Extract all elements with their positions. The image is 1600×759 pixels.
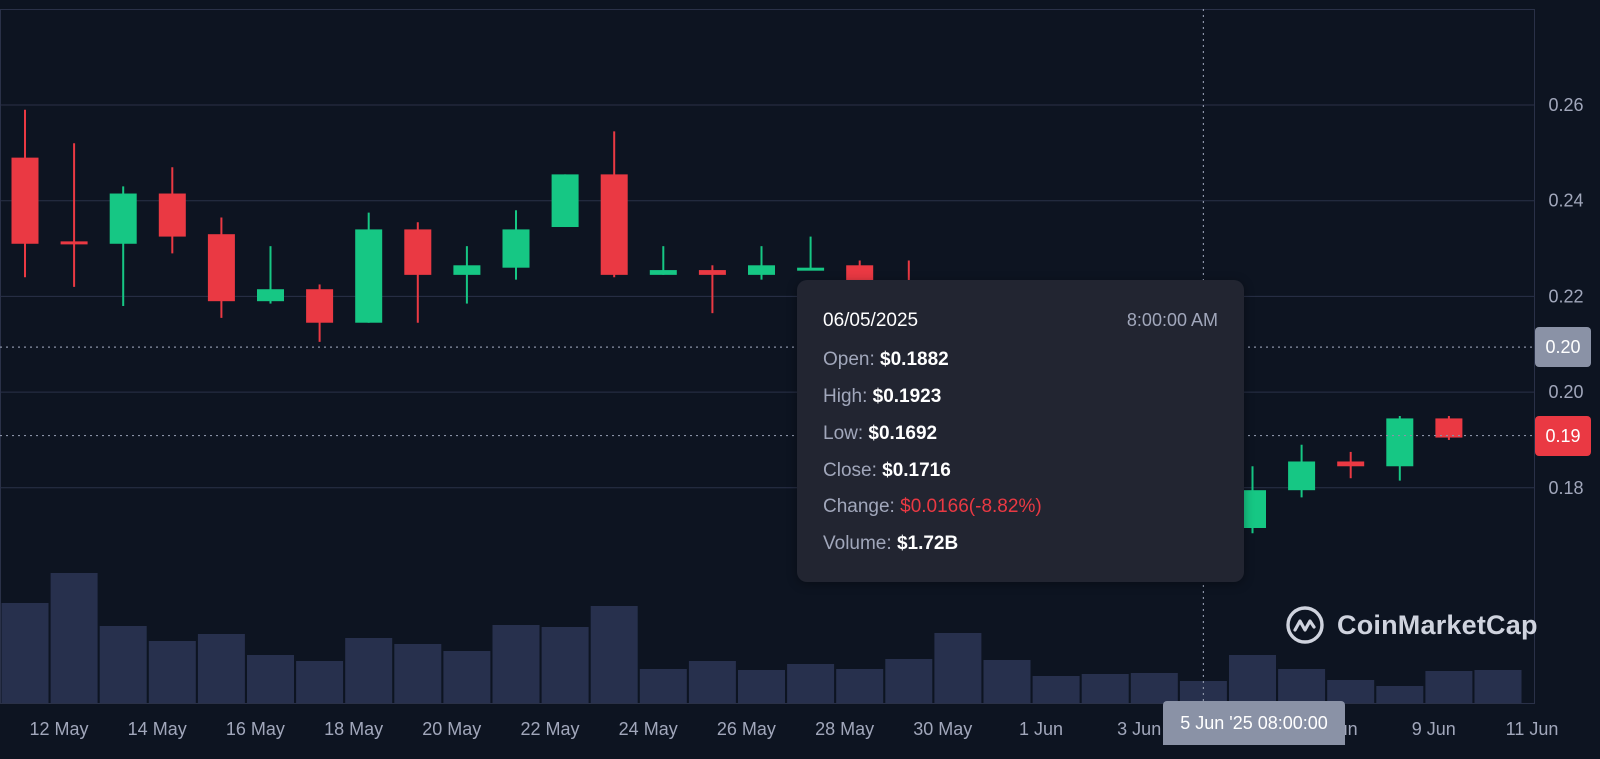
volume-bar — [1130, 673, 1178, 703]
volume-bar — [688, 661, 736, 703]
candle-body — [1435, 418, 1463, 438]
candle-body — [158, 193, 186, 237]
candle-body — [502, 229, 530, 268]
brand-name: CoinMarketCap — [1337, 609, 1538, 640]
candle-body — [698, 270, 726, 275]
tooltip-date: 06/05/2025 — [823, 310, 919, 331]
volume-bar — [1327, 680, 1375, 703]
y-tick-label: 0.20 — [1548, 382, 1583, 402]
volume-bar — [1474, 670, 1522, 703]
candle-body — [404, 229, 432, 275]
volume-bar — [1278, 669, 1326, 703]
volume-bar — [99, 626, 147, 703]
volume-bar — [541, 627, 589, 703]
crosshair-price-tag: 0.20 — [1535, 327, 1591, 368]
volume-bar — [1376, 686, 1424, 703]
volume-bar — [787, 664, 835, 703]
volume-bar — [836, 669, 884, 703]
candle-body — [109, 193, 137, 244]
candle-body — [600, 174, 628, 275]
volume-bar — [590, 606, 638, 703]
volume-bar — [1081, 674, 1129, 703]
x-tick-label: 16 May — [226, 719, 285, 739]
candle-body — [453, 265, 481, 275]
y-tick-label: 0.26 — [1548, 95, 1583, 115]
volume-bar — [738, 670, 785, 703]
volume-bar — [197, 634, 245, 703]
y-tick-label: 0.22 — [1548, 286, 1583, 306]
candle-body — [355, 229, 383, 323]
candle-body — [306, 289, 334, 323]
candle-body — [551, 174, 579, 228]
coinmarketcap-logo: CoinMarketCap — [1285, 605, 1538, 645]
x-tick-label: 20 May — [422, 719, 481, 739]
tooltip-time: 8:00:00 AM — [1126, 310, 1218, 330]
volume-bar — [296, 661, 344, 703]
candle-body — [11, 157, 39, 244]
tooltip-high: High: $0.1923 — [823, 386, 942, 407]
volume-bar — [148, 641, 196, 703]
volume-bar — [983, 660, 1031, 703]
volume-bar — [1229, 655, 1276, 703]
candle-body — [60, 241, 88, 245]
x-tick-label: 26 May — [717, 719, 776, 739]
candle-body — [748, 265, 775, 275]
tooltip-open: Open: $0.1882 — [823, 349, 949, 370]
x-tick-label: 3 Jun — [1117, 719, 1161, 739]
volume-bar — [443, 651, 491, 703]
x-tick-label: 14 May — [128, 719, 187, 739]
crosshair-time-label: 5 Jun '25 08:00:00 — [1163, 701, 1345, 745]
candle-body — [1386, 418, 1414, 467]
tooltip-volume: Volume: $1.72B — [823, 533, 959, 554]
volume-bar — [1, 603, 49, 703]
volume-bar — [492, 625, 540, 703]
x-tick-label: 18 May — [324, 719, 383, 739]
volume-bar — [345, 638, 393, 703]
current-price-tag: 0.19 — [1535, 415, 1591, 456]
tooltip-change: Change: $0.0166(-8.82%) — [823, 496, 1042, 517]
volume-bar — [1179, 681, 1227, 703]
tooltip-close: Close: $0.1716 — [823, 460, 951, 481]
volume-bar — [1032, 676, 1080, 703]
y-tick-label: 0.24 — [1548, 191, 1583, 211]
candle-body — [1288, 461, 1316, 491]
y-tick-label: 0.18 — [1548, 478, 1583, 498]
coinmarketcap-icon — [1286, 606, 1324, 644]
candle-body — [257, 289, 284, 302]
x-tick-label: 12 May — [29, 719, 88, 739]
ohlc-tooltip: 06/05/2025 8:00:00 AM Open: $0.1882 High… — [797, 280, 1244, 582]
x-tick-label: 1 Jun — [1019, 719, 1063, 739]
volume-bar — [885, 659, 933, 703]
volume-bar — [247, 655, 294, 703]
x-tick-label: 11 Jun — [1506, 719, 1559, 739]
x-tick-label: 30 May — [913, 719, 972, 739]
x-tick-label: 9 Jun — [1412, 719, 1456, 739]
volume-bar — [934, 633, 982, 703]
x-tick-label: 28 May — [815, 719, 874, 739]
x-tick-label: 22 May — [520, 719, 579, 739]
volume-bar — [639, 669, 687, 703]
candle-body — [649, 270, 677, 275]
candle-body — [1337, 461, 1365, 467]
volume-bar — [1425, 671, 1473, 703]
candle-body — [207, 234, 235, 302]
tooltip-low: Low: $0.1692 — [823, 423, 938, 444]
candle-body — [846, 265, 874, 283]
candle-body — [797, 267, 825, 271]
volume-bar — [394, 644, 442, 703]
plot-frame — [0, 9, 1535, 704]
volume-bar — [50, 573, 98, 703]
x-tick-label: 24 May — [619, 719, 678, 739]
